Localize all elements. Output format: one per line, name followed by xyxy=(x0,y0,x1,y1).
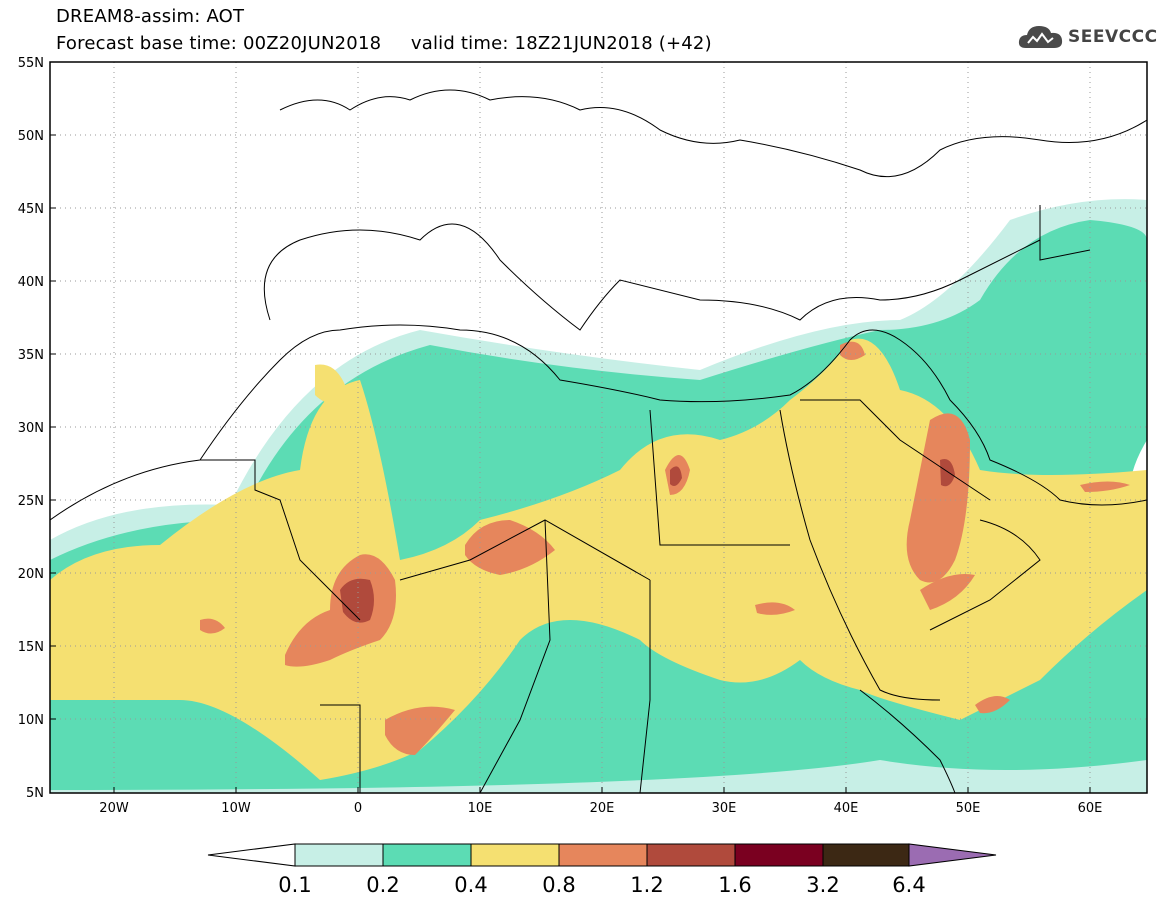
aot-contours xyxy=(50,199,1147,793)
lon-label-10e: 10E xyxy=(468,801,493,816)
lat-label-30n: 30N xyxy=(18,421,44,436)
forecast-time-info: Forecast base time: 00Z20JUN2018 valid t… xyxy=(56,33,712,54)
lat-label-45n: 45N xyxy=(18,202,44,217)
lon-label-50e: 50E xyxy=(956,801,981,816)
lat-label-10n: 10N xyxy=(18,713,44,728)
lon-label-20w: 20W xyxy=(99,801,129,816)
latitude-labels: 55N 50N 45N 40N 35N 30N 25N 20N 15N 10N … xyxy=(18,56,44,801)
aot-band-1-2-b xyxy=(940,459,955,487)
colorbar-label-1-2: 1.2 xyxy=(630,873,663,897)
lon-label-20e: 20E xyxy=(590,801,615,816)
colorbar: 0.1 0.2 0.4 0.8 1.2 1.6 3.2 6.4 xyxy=(207,843,997,897)
lat-label-40n: 40N xyxy=(18,275,44,290)
aot-band-0-8-k xyxy=(755,602,795,615)
colorbar-label-3-2: 3.2 xyxy=(806,873,839,897)
colorbar-swatch-0-8 xyxy=(558,843,648,867)
aot-band-0-8-g xyxy=(1080,481,1130,492)
lon-label-10w: 10W xyxy=(221,801,251,816)
lon-label-0: 0 xyxy=(354,801,362,816)
aot-band-0-8-c xyxy=(906,413,970,583)
lon-label-60e: 60E xyxy=(1078,801,1103,816)
lat-label-25n: 25N xyxy=(18,494,44,509)
aot-band-0-4 xyxy=(50,338,1147,780)
lat-label-20n: 20N xyxy=(18,567,44,582)
aot-band-1-2 xyxy=(340,578,374,623)
colorbar-label-6-4: 6.4 xyxy=(892,873,925,897)
colorbar-label-0-2: 0.2 xyxy=(366,873,399,897)
colorbar-label-0-1: 0.1 xyxy=(278,873,311,897)
colorbar-left-arrow xyxy=(207,843,296,867)
lat-label-55n: 55N xyxy=(18,56,44,71)
aot-band-0-8-j xyxy=(200,618,225,634)
map-title: DREAM8-assim: AOT xyxy=(56,6,245,27)
lat-label-5n: 5N xyxy=(26,786,44,801)
colorbar-swatch-1-2 xyxy=(646,843,736,867)
aot-band-0-8-i xyxy=(920,574,975,610)
aot-band-1-2-c xyxy=(670,466,682,486)
axis-ticks xyxy=(50,61,1091,793)
lon-label-40e: 40E xyxy=(834,801,859,816)
seevccc-logo: SEEVCCC xyxy=(1018,22,1158,52)
coastlines xyxy=(50,89,1147,793)
lat-label-35n: 35N xyxy=(18,348,44,363)
colorbar-label-0-8: 0.8 xyxy=(542,873,575,897)
colorbar-swatch-0-1 xyxy=(294,843,384,867)
lon-label-30e: 30E xyxy=(712,801,737,816)
graticule xyxy=(50,62,1147,793)
colorbar-swatch-1-6 xyxy=(734,843,824,867)
aot-band-0-8-h xyxy=(975,696,1010,714)
colorbar-swatch-0-2 xyxy=(382,843,472,867)
colorbar-swatch-3-2 xyxy=(822,843,910,867)
aot-band-0-8-b xyxy=(465,520,555,575)
colorbar-right-arrow xyxy=(908,843,997,867)
colorbar-label-1-6: 1.6 xyxy=(718,873,751,897)
aot-band-0-4-north xyxy=(315,364,350,404)
lat-label-15n: 15N xyxy=(18,640,44,655)
cloud-icon xyxy=(1018,26,1063,48)
logo-text: SEEVCCC xyxy=(1068,27,1158,47)
longitude-labels: 20W 10W 0 10E 20E 30E 40E 50E 60E xyxy=(99,801,1102,816)
lat-label-50n: 50N xyxy=(18,129,44,144)
aot-band-0-8-d xyxy=(385,706,455,755)
colorbar-swatch-0-4 xyxy=(470,843,560,867)
colorbar-label-0-4: 0.4 xyxy=(454,873,487,897)
aot-band-0-8-f xyxy=(840,341,865,360)
